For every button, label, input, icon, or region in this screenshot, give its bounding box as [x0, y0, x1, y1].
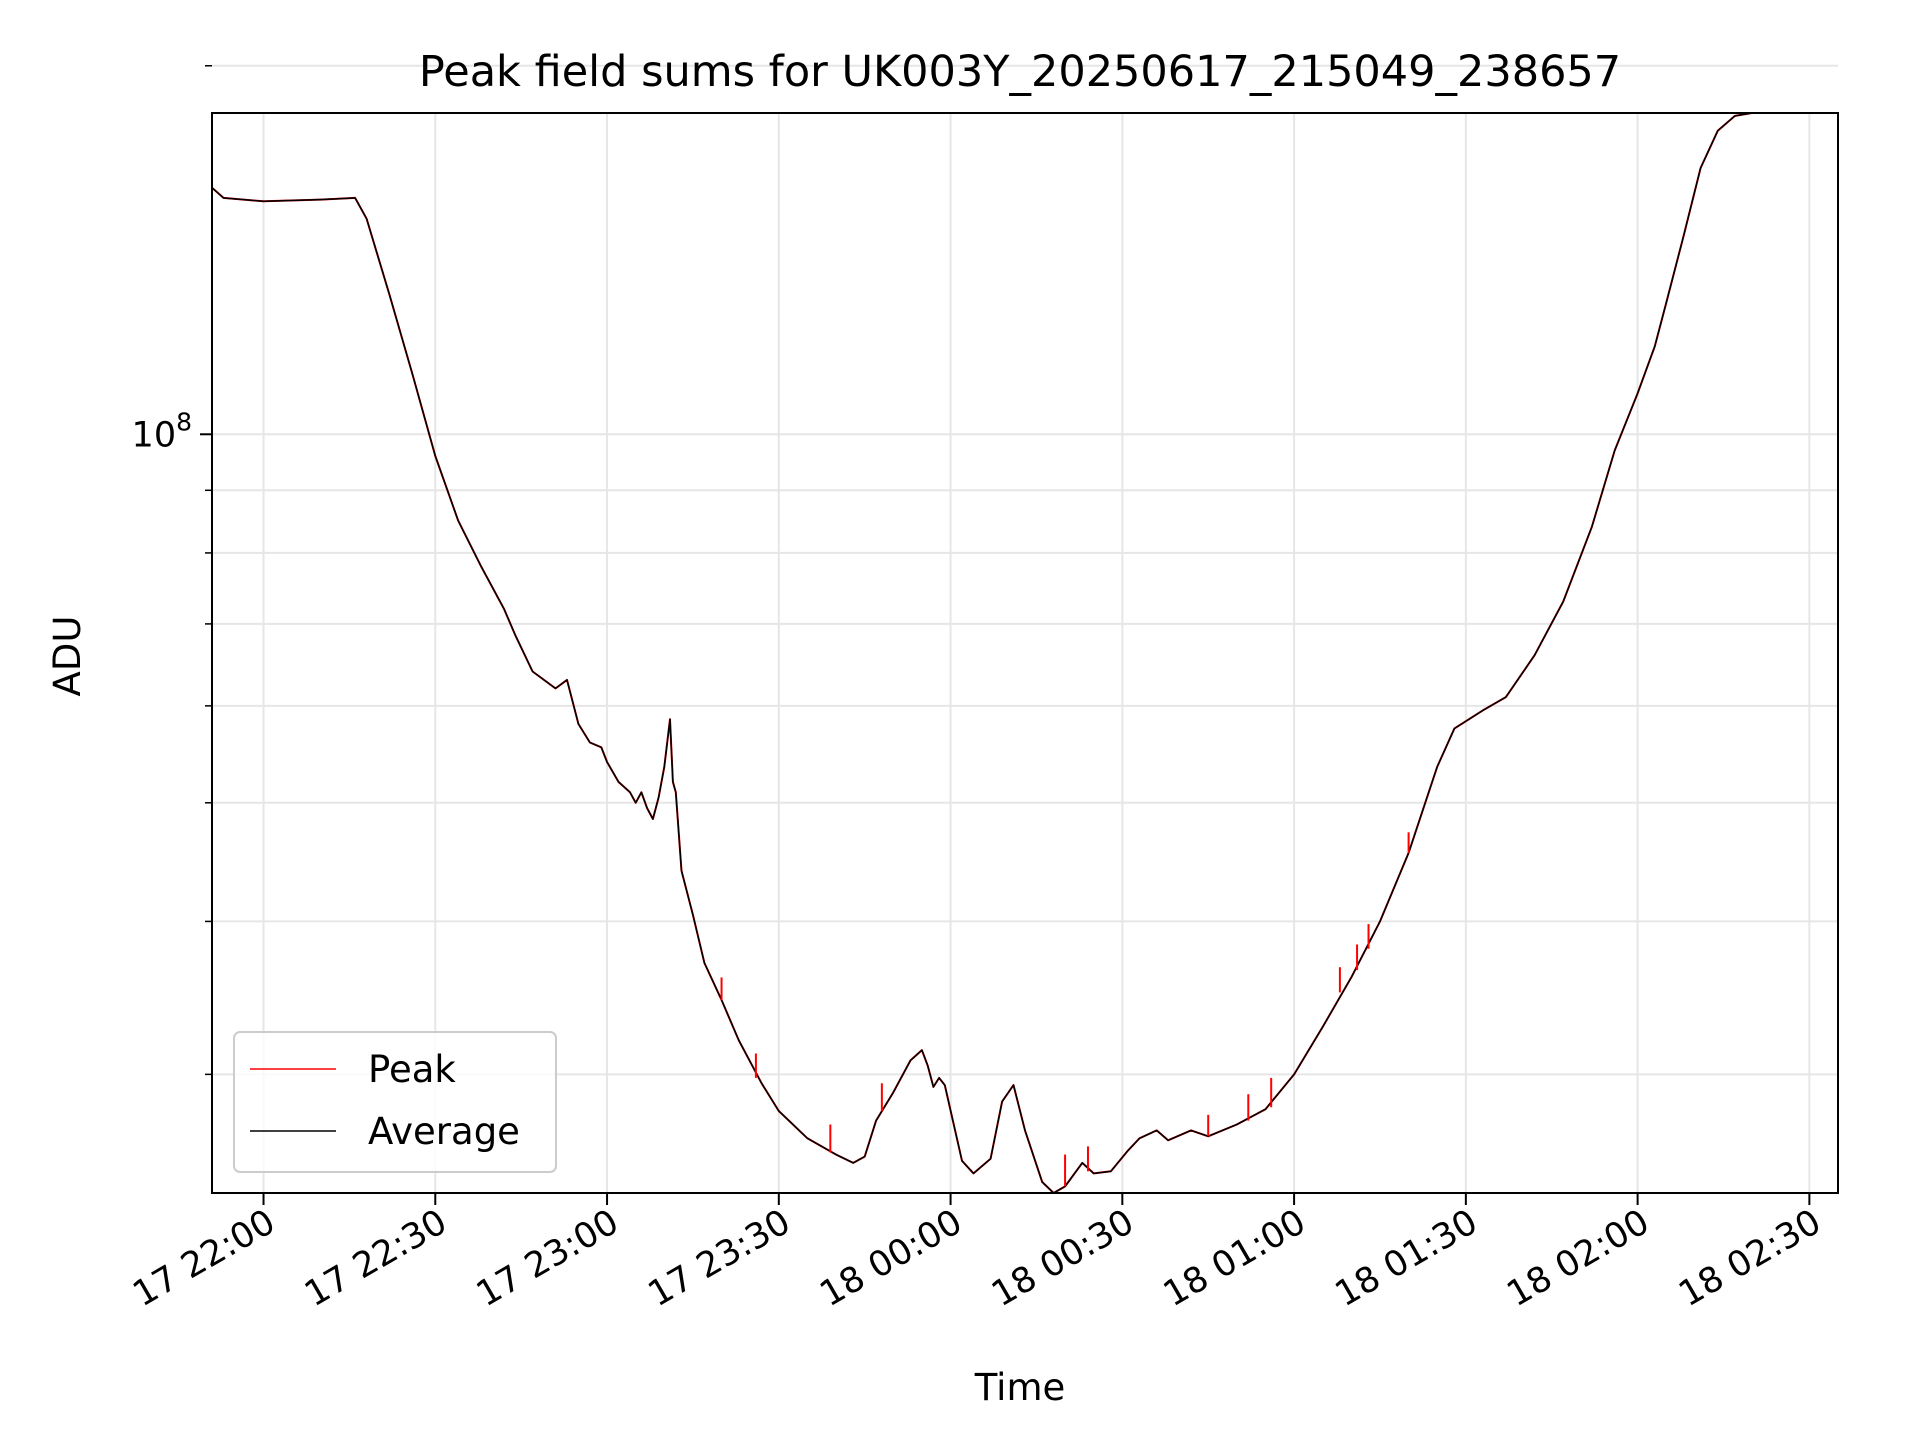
series-line-average — [211, 112, 1838, 1194]
legend-label-average: Average — [368, 1110, 520, 1153]
series-layer — [211, 112, 1838, 1194]
y-axis-label: ADU — [46, 616, 89, 697]
chart-title: Peak field sums for UK003Y_20250617_2150… — [419, 47, 1621, 97]
y-tick-label: 108 — [132, 407, 192, 455]
plot-frame — [211, 112, 1839, 1194]
legend: Peak Average — [233, 1031, 557, 1173]
legend-label-peak: Peak — [368, 1048, 456, 1091]
x-axis-label: Time — [974, 1366, 1066, 1409]
legend-box — [233, 1031, 557, 1173]
grid — [212, 64, 1838, 1193]
